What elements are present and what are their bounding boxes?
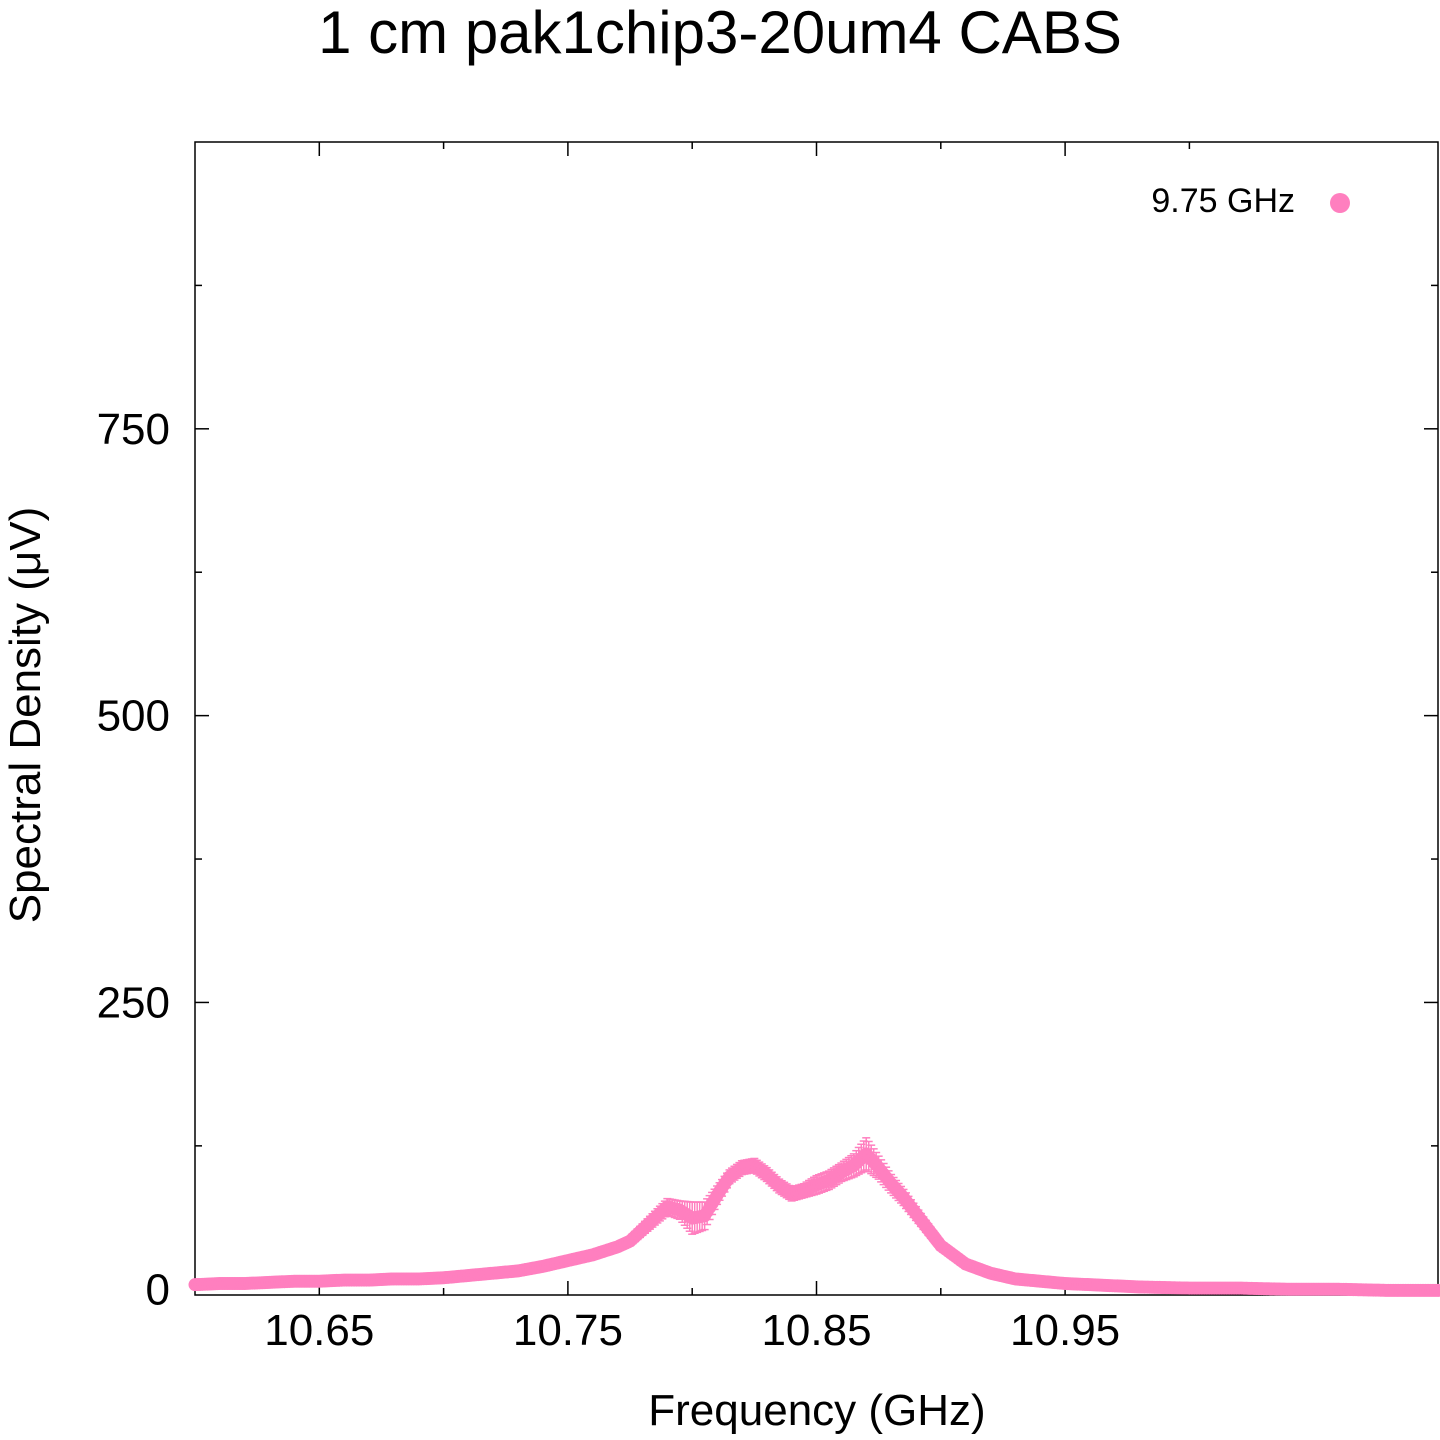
y-tick-label: 500 bbox=[97, 692, 170, 741]
data-points bbox=[188, 1147, 1440, 1297]
data-point bbox=[1431, 1283, 1440, 1297]
x-tick-label: 10.75 bbox=[513, 1306, 623, 1355]
x-axis-label: Frequency (GHz) bbox=[648, 1386, 985, 1435]
chart-title: 1 cm pak1chip3-20um4 CABS bbox=[318, 0, 1122, 66]
y-axis-ticks: 0 250 500 750 bbox=[97, 284, 1438, 1314]
y-tick-label: 750 bbox=[97, 405, 170, 454]
x-axis-ticks: 10.65 10.75 10.85 10.95 bbox=[264, 142, 1191, 1355]
legend-marker bbox=[1330, 193, 1350, 213]
y-tick-label: 250 bbox=[97, 978, 170, 1027]
x-tick-label: 10.65 bbox=[264, 1306, 374, 1355]
plot-area-frame bbox=[194, 141, 1439, 1296]
legend: 9.75 GHz bbox=[1151, 182, 1350, 220]
x-tick-label: 10.85 bbox=[761, 1306, 871, 1355]
legend-entry-label: 9.75 GHz bbox=[1151, 182, 1295, 220]
y-tick-label: 0 bbox=[146, 1265, 170, 1314]
x-tick-label: 10.95 bbox=[1010, 1306, 1120, 1355]
y-axis-label: Spectral Density (μV) bbox=[1, 507, 50, 924]
